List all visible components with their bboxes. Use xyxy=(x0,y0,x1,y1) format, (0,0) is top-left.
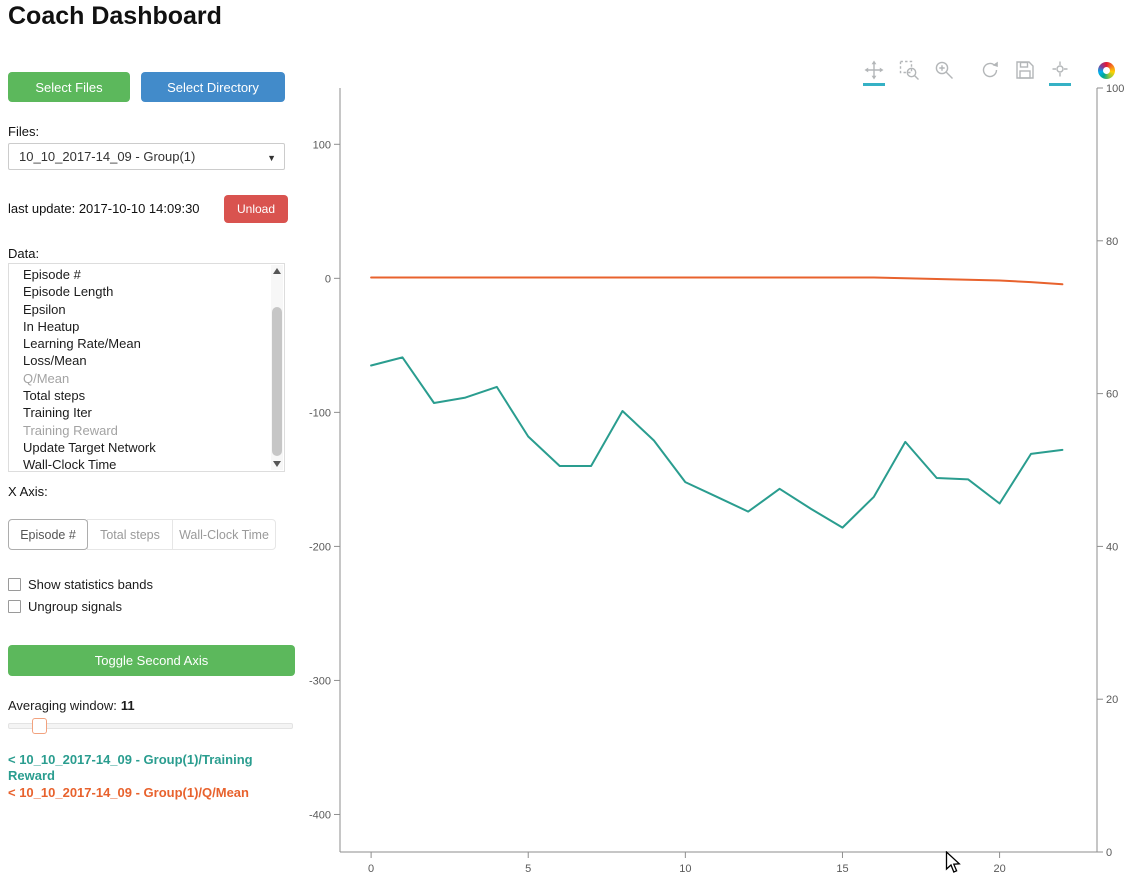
bokeh-toolbar xyxy=(862,58,1118,86)
select-directory-button[interactable]: Select Directory xyxy=(141,72,285,102)
checkbox-label: Show statistics bands xyxy=(28,577,154,592)
checkbox-show-statistics-bands[interactable]: Show statistics bands xyxy=(8,577,153,592)
unload-button[interactable]: Unload xyxy=(224,195,288,223)
svg-text:10: 10 xyxy=(679,863,691,875)
scroll-down-icon[interactable] xyxy=(273,461,281,467)
list-item[interactable]: Loss/Mean xyxy=(23,353,87,369)
averaging-window-label: Averaging window: xyxy=(8,698,117,713)
svg-text:60: 60 xyxy=(1106,389,1118,401)
svg-text:0: 0 xyxy=(325,273,331,285)
data-label: Data: xyxy=(8,246,40,261)
svg-text:5: 5 xyxy=(525,863,531,875)
svg-text:-200: -200 xyxy=(309,541,331,553)
bokeh-logo-ring xyxy=(1097,61,1115,79)
list-item[interactable]: Training Reward xyxy=(23,422,118,438)
svg-text:40: 40 xyxy=(1106,541,1118,553)
page-title: Coach Dashboard xyxy=(8,2,222,30)
files-dropdown[interactable]: 10_10_2017-14_09 - Group(1) xyxy=(8,143,285,170)
averaging-window-value: 11 xyxy=(120,698,135,713)
list-item[interactable]: Episode Length xyxy=(23,284,114,300)
averaging-window: Averaging window: 11 xyxy=(8,698,135,713)
hover-icon[interactable] xyxy=(1048,58,1072,86)
svg-text:20: 20 xyxy=(1106,694,1118,706)
svg-text:0: 0 xyxy=(1106,847,1112,859)
x-axis-option-total-steps[interactable]: Total steps xyxy=(87,519,173,550)
checkbox-box-icon[interactable] xyxy=(8,578,21,591)
scroll-up-icon[interactable] xyxy=(273,268,281,274)
toggle-second-axis-button[interactable]: Toggle Second Axis xyxy=(8,645,295,676)
scrollbar-thumb[interactable] xyxy=(272,307,282,456)
data-signal-list[interactable]: Episode # Episode Length Epsilon In Heat… xyxy=(8,263,285,472)
x-axis-radio-group: Episode # Total steps Wall-Clock Time xyxy=(8,519,276,550)
reset-icon[interactable] xyxy=(978,58,1002,82)
checkbox-label: Ungroup signals xyxy=(28,599,122,614)
legend-item-training-reward[interactable]: < 10_10_2017-14_09 - Group(1)/Training R… xyxy=(8,752,253,783)
files-label: Files: xyxy=(8,124,40,139)
last-update-text: last update: 2017-10-10 14:09:30 xyxy=(8,201,200,216)
list-item[interactable]: In Heatup xyxy=(23,318,80,334)
svg-text:-300: -300 xyxy=(309,675,331,687)
list-item[interactable]: Episode # xyxy=(23,267,81,282)
list-item[interactable]: Epsilon xyxy=(23,301,66,317)
x-axis-option-wall-clock[interactable]: Wall-Clock Time xyxy=(172,519,276,550)
averaging-window-slider[interactable] xyxy=(8,718,293,734)
slider-handle[interactable] xyxy=(32,718,47,734)
svg-text:-400: -400 xyxy=(309,809,331,821)
svg-text:15: 15 xyxy=(836,863,848,875)
x-axis-label: X Axis: xyxy=(8,484,48,499)
list-item[interactable]: Q/Mean xyxy=(23,370,70,386)
svg-text:100: 100 xyxy=(313,139,331,151)
checkbox-ungroup-signals[interactable]: Ungroup signals xyxy=(8,599,122,614)
list-item[interactable]: Update Target Network xyxy=(23,439,156,455)
dropdown-caret-icon xyxy=(267,149,276,164)
list-scrollbar[interactable] xyxy=(271,265,283,470)
wheel-zoom-icon[interactable] xyxy=(932,58,956,82)
svg-text:0: 0 xyxy=(368,863,374,875)
bokeh-logo[interactable] xyxy=(1094,58,1118,82)
list-item[interactable]: Total steps xyxy=(23,388,86,404)
svg-text:100: 100 xyxy=(1106,83,1124,95)
box-zoom-icon[interactable] xyxy=(897,58,921,82)
save-icon[interactable] xyxy=(1013,58,1037,82)
pan-icon[interactable] xyxy=(862,58,886,86)
list-item[interactable]: Wall-Clock Time xyxy=(23,457,117,472)
select-files-button[interactable]: Select Files xyxy=(8,72,130,102)
legend-item-q-mean[interactable]: < 10_10_2017-14_09 - Group(1)/Q/Mean xyxy=(8,785,249,800)
slider-track[interactable] xyxy=(8,723,293,729)
checkbox-box-icon[interactable] xyxy=(8,600,21,613)
list-item[interactable]: Training Iter xyxy=(23,405,92,421)
svg-text:80: 80 xyxy=(1106,236,1118,248)
svg-text:-100: -100 xyxy=(309,407,331,419)
list-item[interactable]: Learning Rate/Mean xyxy=(23,336,141,352)
chart-legend: < 10_10_2017-14_09 - Group(1)/Training R… xyxy=(8,752,290,803)
files-dropdown-value: 10_10_2017-14_09 - Group(1) xyxy=(19,149,196,164)
x-axis-option-episode[interactable]: Episode # xyxy=(8,519,88,550)
svg-text:20: 20 xyxy=(993,863,1005,875)
